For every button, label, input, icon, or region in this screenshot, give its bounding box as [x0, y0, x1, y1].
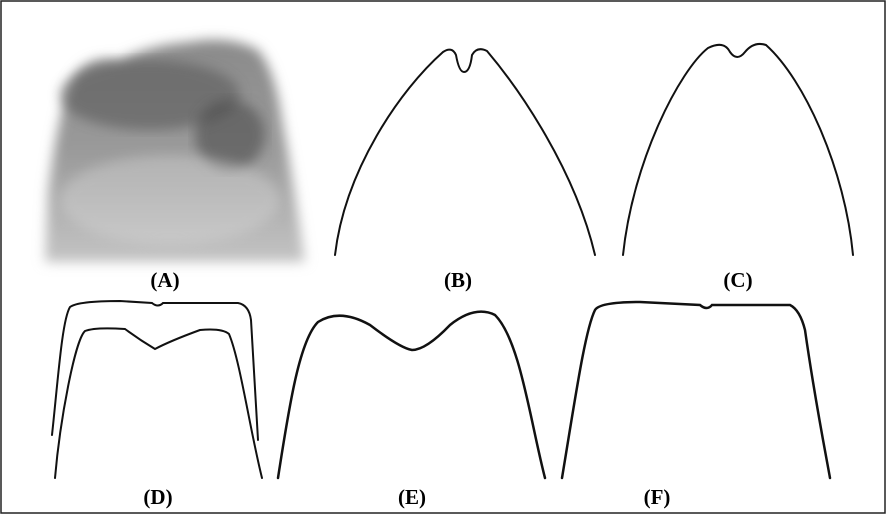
- outline-d-inner: [54, 327, 263, 479]
- panel-label: (D): [143, 485, 172, 509]
- panel-label: (B): [444, 268, 472, 292]
- panel-a-image: [45, 39, 305, 262]
- panel-label: (E): [398, 485, 426, 509]
- panel-label: (F): [644, 485, 671, 509]
- panel-label: (C): [723, 268, 752, 292]
- outline-d-outer: [51, 299, 259, 441]
- outline-f: [560, 300, 832, 480]
- outline-c: [622, 42, 854, 256]
- panel-label: (A): [150, 268, 179, 292]
- outline-b: [334, 48, 596, 256]
- outline-e: [276, 310, 547, 480]
